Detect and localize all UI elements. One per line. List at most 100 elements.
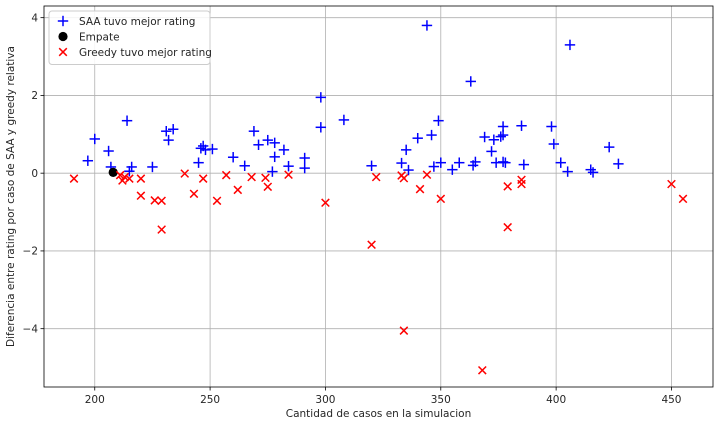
saa-point (516, 120, 527, 131)
y-tick-label: 0 (31, 168, 38, 180)
greedy-point (115, 170, 125, 180)
legend-label: Empate (79, 31, 120, 43)
legend-item: Empate (58, 31, 120, 43)
y-tick-label: −4 (23, 323, 39, 335)
saa-point (564, 39, 576, 51)
greedy-point (422, 170, 432, 180)
plot-frame (43, 5, 714, 388)
greedy-point (136, 174, 146, 183)
saa-point (396, 157, 407, 169)
saa-point (103, 145, 114, 157)
saa-point (479, 131, 490, 143)
x-tick-label: 250 (200, 394, 220, 406)
legend-item: SAA tuvo mejor rating (57, 16, 195, 28)
saa-point (421, 20, 433, 31)
saa-point (195, 143, 207, 154)
saa-point (121, 115, 133, 126)
greedy-point (120, 172, 130, 182)
saa-point (299, 162, 310, 174)
saa-point (161, 125, 172, 137)
y-axis-label: Diferencia entre rating por caso de SAA … (5, 46, 17, 347)
axis-ticks: 200 250 300 350 400 450 −4 −2 0 2 4 (23, 12, 682, 406)
saa-point (267, 166, 278, 177)
saa-point (82, 155, 94, 166)
saa-point (488, 134, 500, 145)
saa-point (278, 144, 290, 156)
x-tick-label: 300 (315, 394, 335, 406)
greedy-point (233, 185, 243, 195)
greedy-point (503, 182, 513, 191)
legend-marker (58, 47, 68, 57)
saa-point (283, 160, 294, 172)
greedy-point (198, 174, 208, 183)
saa-point (433, 115, 444, 126)
greedy-point (247, 172, 256, 182)
greedy-point (399, 326, 409, 335)
tie-point (108, 167, 118, 177)
y-tick-label: 4 (31, 12, 38, 24)
greedy-point (69, 174, 79, 183)
greedy-point (212, 196, 222, 206)
saa-point (400, 144, 412, 156)
greedy-point (221, 170, 231, 180)
saa-point (500, 157, 511, 168)
saa-point (193, 157, 204, 168)
saa-point (497, 129, 509, 141)
saa-point (338, 114, 350, 126)
saa-point (269, 151, 280, 163)
y-tick-label: −2 (23, 246, 38, 258)
saa-point (465, 76, 476, 87)
saa-point (200, 144, 211, 156)
x-tick-label: 450 (661, 394, 681, 406)
saa-point (603, 141, 615, 153)
greedy-point (136, 191, 146, 201)
saa-point (227, 152, 239, 163)
greedy-point (125, 174, 134, 183)
saa-point (613, 158, 624, 170)
saa-point (163, 134, 174, 146)
saa-point (269, 137, 280, 149)
data-points (69, 20, 688, 375)
greedy-point (180, 169, 190, 178)
saa-point (124, 166, 135, 177)
x-axis-label: Cantidad de casos en la simulacion (286, 408, 471, 420)
greedy-point (263, 182, 273, 192)
saa-point (315, 92, 327, 103)
saa-point (207, 143, 218, 155)
saa-point (497, 156, 509, 168)
saa-point (447, 164, 458, 175)
legend-label: Greedy tuvo mejor rating (79, 47, 212, 59)
saa-point (167, 124, 179, 135)
greedy-point (157, 225, 166, 234)
saa-point (315, 122, 327, 133)
saa-point (486, 146, 497, 157)
legend-item: Greedy tuvo mejor rating (58, 47, 212, 59)
saa-point (495, 131, 506, 142)
saa-point (147, 161, 158, 173)
x-tick-label: 350 (431, 394, 451, 406)
greedy-point (261, 173, 270, 183)
greedy-point (189, 189, 199, 199)
saa-point (518, 159, 530, 170)
saa-point (546, 121, 557, 132)
greedy-point (678, 194, 688, 204)
greedy-point (150, 196, 160, 205)
saa-point (587, 167, 599, 178)
greedy-point (157, 196, 166, 206)
greedy-point (477, 365, 487, 375)
x-tick-label: 400 (546, 394, 566, 406)
saa-point (239, 160, 250, 171)
greedy-point (436, 194, 446, 204)
saa-point (426, 129, 437, 141)
saa-point (470, 156, 481, 168)
saa-point (562, 166, 573, 177)
saa-point (454, 157, 465, 168)
saa-point (555, 157, 566, 168)
greedy-point (284, 170, 293, 180)
saa-point (126, 161, 137, 173)
legend-box (48, 10, 211, 65)
legend-marker (58, 31, 68, 42)
saa-point (435, 157, 446, 168)
greedy-point (371, 172, 381, 182)
